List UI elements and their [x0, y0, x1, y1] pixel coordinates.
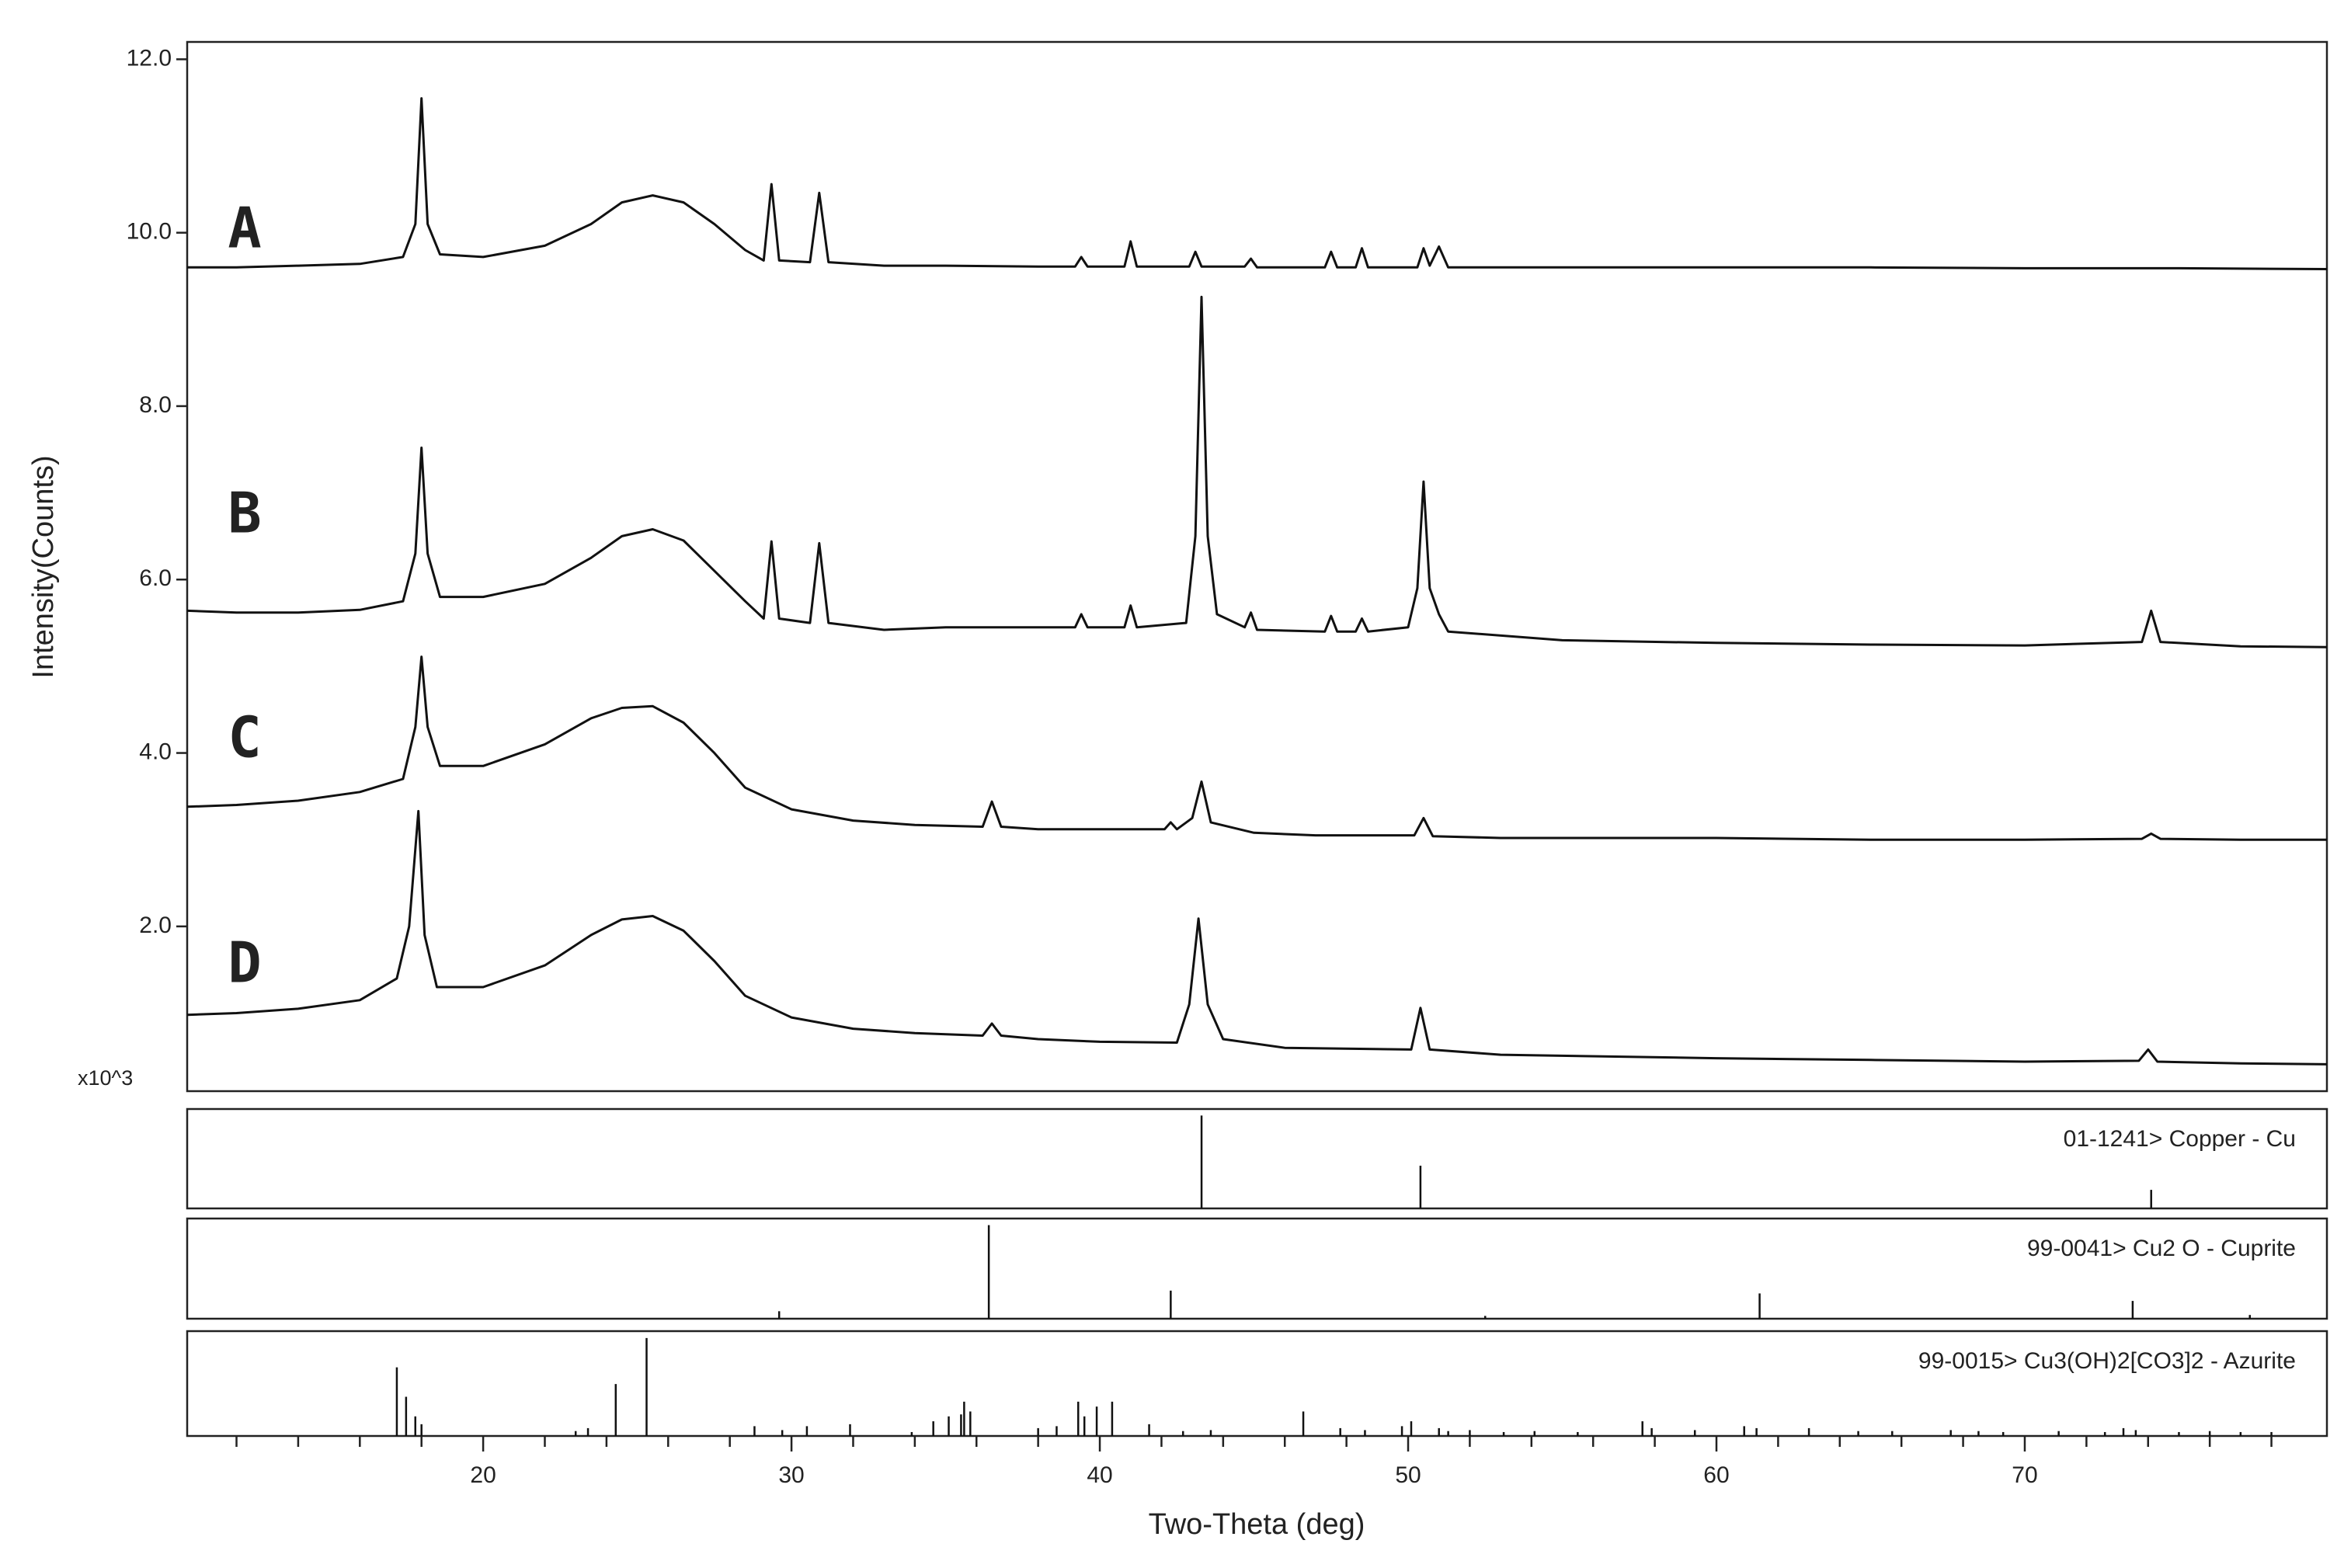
panel-frame [186, 1330, 2328, 1438]
line-series [186, 655, 2327, 841]
panel-title: 99-0041> Cu2 O - Cuprite [2027, 1236, 2296, 1261]
x-tick-label: 30 [778, 1462, 804, 1488]
series-label: A [228, 196, 261, 261]
panel-frame [186, 1107, 2328, 1210]
series-label: D [228, 930, 261, 996]
x-tick-label: 20 [470, 1462, 496, 1488]
line-series [186, 809, 2328, 1066]
x-tick-label: 70 [2012, 1462, 2037, 1488]
x-tick-label: 50 [1395, 1462, 1421, 1488]
panel-frame [186, 1217, 2328, 1320]
panel-title: 01-1241> Copper - Cu [2064, 1126, 2296, 1152]
y-tick-label: 6.0 [139, 565, 172, 591]
panel-title: 99-0015> Cu3(OH)2[CO3]2 - Azurite [1918, 1348, 2296, 1374]
y-tick-label: 10.0 [127, 219, 172, 245]
y-scale-label: x10^3 [78, 1066, 133, 1090]
y-tick-label: 8.0 [139, 392, 172, 418]
y-tick-label: 12.0 [127, 45, 172, 71]
y-axis-title: Intensity(Counts) [27, 455, 60, 678]
series-label: B [228, 481, 261, 546]
x-tick-label: 60 [1703, 1462, 1729, 1488]
y-tick-label: 2.0 [139, 913, 172, 938]
x-tick-label: 40 [1087, 1462, 1112, 1488]
plot-frame [186, 40, 2328, 1093]
x-axis-title: Two-Theta (deg) [1149, 1508, 1365, 1541]
line-series [187, 97, 2328, 270]
y-tick-label: 4.0 [139, 739, 172, 764]
line-series [186, 295, 2328, 648]
series-label: C [228, 705, 261, 770]
